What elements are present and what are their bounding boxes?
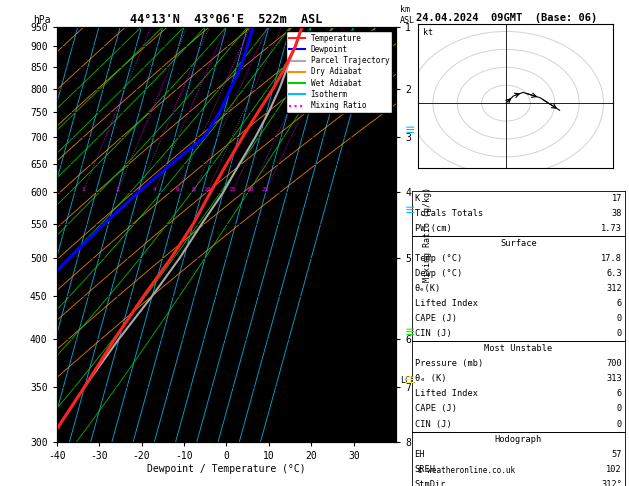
Text: ≡: ≡	[404, 205, 415, 217]
Text: Surface: Surface	[500, 239, 537, 248]
Text: © weatheronline.co.uk: © weatheronline.co.uk	[418, 466, 515, 475]
Legend: Temperature, Dewpoint, Parcel Trajectory, Dry Adiabat, Wet Adiabat, Isotherm, Mi: Temperature, Dewpoint, Parcel Trajectory…	[286, 31, 392, 113]
Text: Mixing Ratio (g/kg): Mixing Ratio (g/kg)	[423, 187, 433, 282]
Text: 1: 1	[81, 188, 85, 192]
Text: 17: 17	[611, 193, 622, 203]
Text: CAPE (J): CAPE (J)	[415, 314, 457, 323]
Text: 20: 20	[247, 188, 254, 192]
Text: 6: 6	[175, 188, 179, 192]
Text: K: K	[415, 193, 420, 203]
Text: Lifted Index: Lifted Index	[415, 389, 477, 399]
Text: Totals Totals: Totals Totals	[415, 208, 483, 218]
Text: StmDir: StmDir	[415, 480, 446, 486]
Text: 6: 6	[617, 299, 622, 308]
Text: 38: 38	[611, 208, 622, 218]
Text: Dewp (°C): Dewp (°C)	[415, 269, 462, 278]
Text: 6.3: 6.3	[606, 269, 622, 278]
Text: 10: 10	[203, 188, 211, 192]
Text: 2: 2	[115, 188, 119, 192]
Text: 312: 312	[606, 284, 622, 293]
Text: 1.73: 1.73	[601, 224, 622, 233]
Title: 44°13'N  43°06'E  522m  ASL: 44°13'N 43°06'E 522m ASL	[130, 13, 323, 26]
Text: θₑ(K): θₑ(K)	[415, 284, 441, 293]
Text: 3: 3	[136, 188, 140, 192]
Text: 0: 0	[617, 404, 622, 414]
Text: ≡: ≡	[404, 124, 415, 137]
Text: 24.04.2024  09GMT  (Base: 06): 24.04.2024 09GMT (Base: 06)	[416, 13, 598, 23]
Text: 0: 0	[617, 419, 622, 429]
Text: ≡: ≡	[404, 326, 415, 339]
Text: 57: 57	[611, 450, 622, 459]
Text: CIN (J): CIN (J)	[415, 419, 451, 429]
Text: Lifted Index: Lifted Index	[415, 299, 477, 308]
Text: 8: 8	[192, 188, 196, 192]
Text: 700: 700	[606, 359, 622, 368]
Text: CIN (J): CIN (J)	[415, 329, 451, 338]
Text: 15: 15	[228, 188, 236, 192]
Text: 312°: 312°	[601, 480, 622, 486]
Text: LCL: LCL	[399, 376, 415, 385]
Text: SREH: SREH	[415, 465, 435, 474]
Text: Pressure (mb): Pressure (mb)	[415, 359, 483, 368]
Text: 4: 4	[152, 188, 156, 192]
Text: θₑ (K): θₑ (K)	[415, 374, 446, 383]
Text: 6: 6	[617, 389, 622, 399]
Text: 102: 102	[606, 465, 622, 474]
Text: hPa: hPa	[33, 15, 50, 25]
Text: ≡: ≡	[404, 374, 415, 387]
Text: 0: 0	[617, 314, 622, 323]
Text: 313: 313	[606, 374, 622, 383]
Text: kt: kt	[423, 28, 433, 37]
Text: CAPE (J): CAPE (J)	[415, 404, 457, 414]
X-axis label: Dewpoint / Temperature (°C): Dewpoint / Temperature (°C)	[147, 464, 306, 474]
Text: EH: EH	[415, 450, 425, 459]
Text: 25: 25	[262, 188, 269, 192]
Text: 0: 0	[617, 329, 622, 338]
Text: Temp (°C): Temp (°C)	[415, 254, 462, 263]
Text: 17.8: 17.8	[601, 254, 622, 263]
Text: PW (cm): PW (cm)	[415, 224, 451, 233]
Text: Most Unstable: Most Unstable	[484, 344, 552, 353]
Text: Hodograph: Hodograph	[494, 434, 542, 444]
Text: km
ASL: km ASL	[399, 5, 415, 25]
